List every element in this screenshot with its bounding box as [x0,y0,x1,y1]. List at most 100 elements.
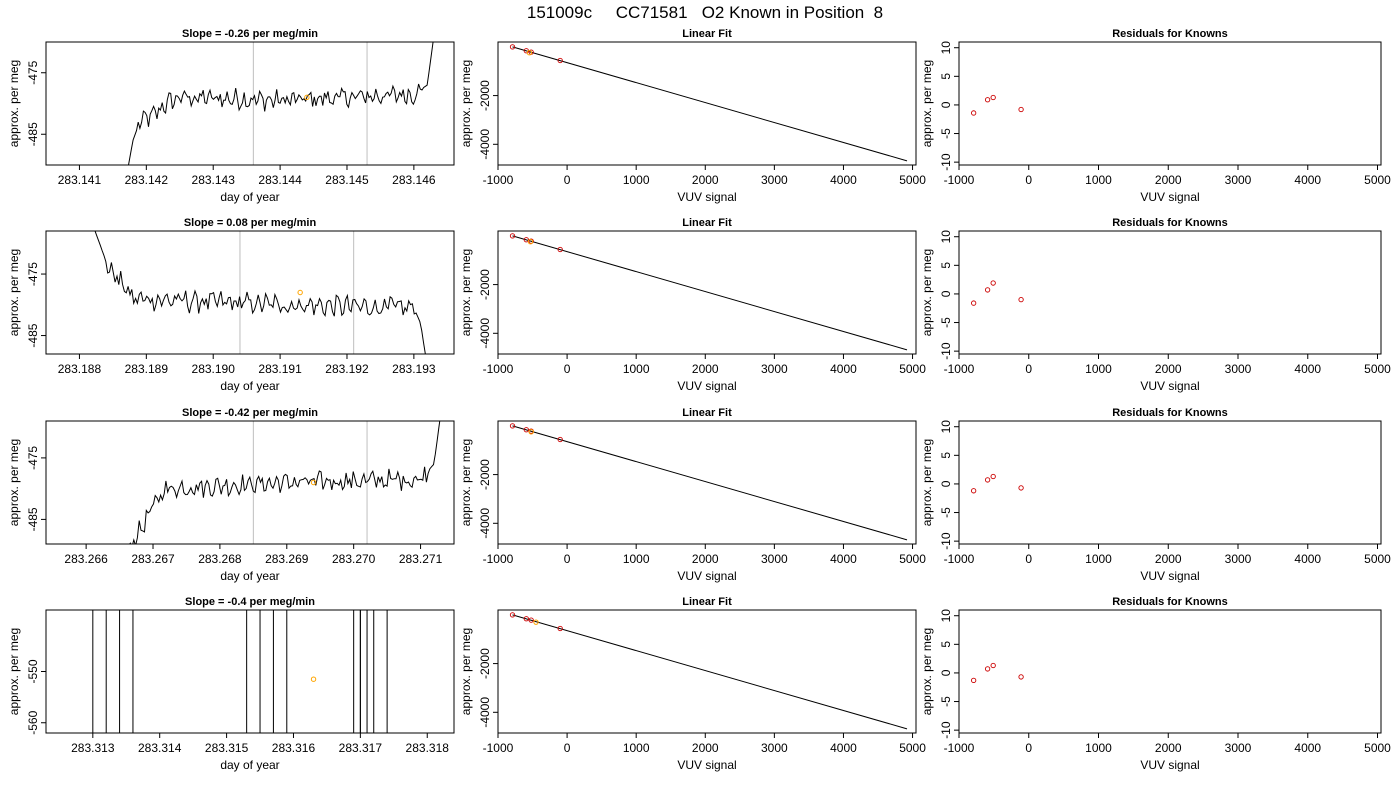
residual-point [970,110,977,116]
panel-title: Linear Fit [682,28,732,40]
x-tick-label: 4000 [830,173,857,187]
panel-title: Slope = -0.26 per meg/min [182,28,318,40]
x-tick-label: 2000 [692,173,719,187]
y-tick-label: 10 [939,230,953,244]
x-tick-label: 4000 [1294,173,1321,187]
plot-area [970,280,1024,306]
y-axis-label: approx. per meg [459,628,473,715]
panel-title: Linear Fit [682,407,732,419]
y-tick-label: -550 [26,659,40,683]
x-tick-label: 4000 [830,741,857,755]
y-tick-label: -10 [939,721,953,739]
plot-area [509,423,908,541]
y-tick-label: -2000 [478,269,492,300]
y-tick-label: -10 [939,532,953,550]
x-tick-label: 1000 [623,173,650,187]
x-tick-label: 4000 [830,552,857,566]
known-point [523,427,529,433]
x-tick-label: 4000 [830,362,857,376]
x-tick-label: 283.270 [332,552,376,566]
y-tick-label: -485 [26,507,40,531]
x-tick-label: 283.188 [58,362,102,376]
x-tick-label: 283.268 [198,552,242,566]
x-tick-label: 5000 [899,552,926,566]
y-tick-label: -5 [939,507,953,518]
x-tick-label: 4000 [1294,362,1321,376]
x-tick-label: 1000 [1085,362,1112,376]
x-tick-label: 283.271 [399,552,443,566]
x-tick-label: -1000 [944,741,975,755]
x-axis-label: day of year [220,190,279,204]
x-tick-label: -1000 [944,362,975,376]
y-axis-label: approx. per meg [459,439,473,526]
x-tick-label: 3000 [761,741,788,755]
known-point [509,423,516,429]
y-axis-label: approx. per meg [459,249,473,336]
x-tick-label: 5000 [1364,173,1391,187]
y-tick-label: -485 [26,323,40,347]
plot-area [128,42,434,165]
known-point [557,57,563,64]
plot-area [970,473,1024,494]
y-tick-label: -4000 [478,129,492,160]
x-tick-label: 0 [1025,362,1032,376]
y-tick-label: -2000 [478,648,492,679]
y-tick-label: 0 [939,101,953,108]
x-tick-label: 283.190 [192,362,236,376]
residual-point [970,677,977,684]
plot-area [509,44,908,162]
x-tick-label: 283.269 [265,552,309,566]
y-axis-label: approx. per meg [7,60,21,147]
residual-point [984,287,991,293]
x-axis-label: VUV signal [677,569,736,583]
plot-frame [958,609,1382,734]
y-axis-label: approx. per meg [920,60,934,147]
x-tick-label: 0 [564,173,571,187]
x-tick-label: 3000 [1225,173,1252,187]
panel-title: Slope = 0.08 per meg/min [184,217,317,229]
y-tick-label: -10 [939,153,953,171]
residual-point [984,477,991,483]
known-point [557,246,563,253]
x-tick-label: 283.314 [138,741,182,755]
x-tick-label: -1000 [483,362,514,376]
plot-frame [45,420,455,545]
fit-line [512,425,908,541]
fit-line [512,614,908,730]
x-tick-label: 5000 [899,362,926,376]
x-tick-label: 2000 [1155,173,1182,187]
y-tick-label: -5 [939,128,953,139]
x-axis-label: VUV signal [677,758,736,772]
y-axis-label: approx. per meg [920,628,934,715]
sample-point [533,619,539,625]
panel-title: Slope = -0.4 per meg/min [185,596,315,608]
y-tick-label: 5 [939,641,953,648]
x-tick-label: 1000 [1085,741,1112,755]
x-tick-label: -1000 [483,741,514,755]
known-point [509,233,516,239]
x-axis-label: VUV signal [1140,190,1199,204]
plot-area [970,94,1024,116]
fit-line [512,235,908,351]
residual-point [1018,297,1024,303]
x-tick-label: 3000 [1225,552,1252,566]
panel-title: Linear Fit [682,217,732,229]
y-tick-label: -475 [26,446,40,470]
y-axis-label: approx. per meg [7,628,21,715]
x-tick-label: 5000 [1364,741,1391,755]
plot-frame [958,41,1382,166]
x-tick-label: 5000 [1364,362,1391,376]
y-tick-label: -4000 [478,697,492,728]
x-tick-label: 5000 [899,741,926,755]
x-tick-label: 1000 [623,552,650,566]
x-tick-label: 3000 [1225,362,1252,376]
y-axis-label: approx. per meg [459,60,473,147]
measurement-trace [94,231,426,354]
residual-point [990,94,996,101]
y-tick-label: 5 [939,73,953,80]
y-tick-label: 0 [939,480,953,487]
x-tick-label: 2000 [692,552,719,566]
x-tick-label: 0 [1025,173,1032,187]
panel-title: Residuals for Knowns [1112,217,1228,229]
